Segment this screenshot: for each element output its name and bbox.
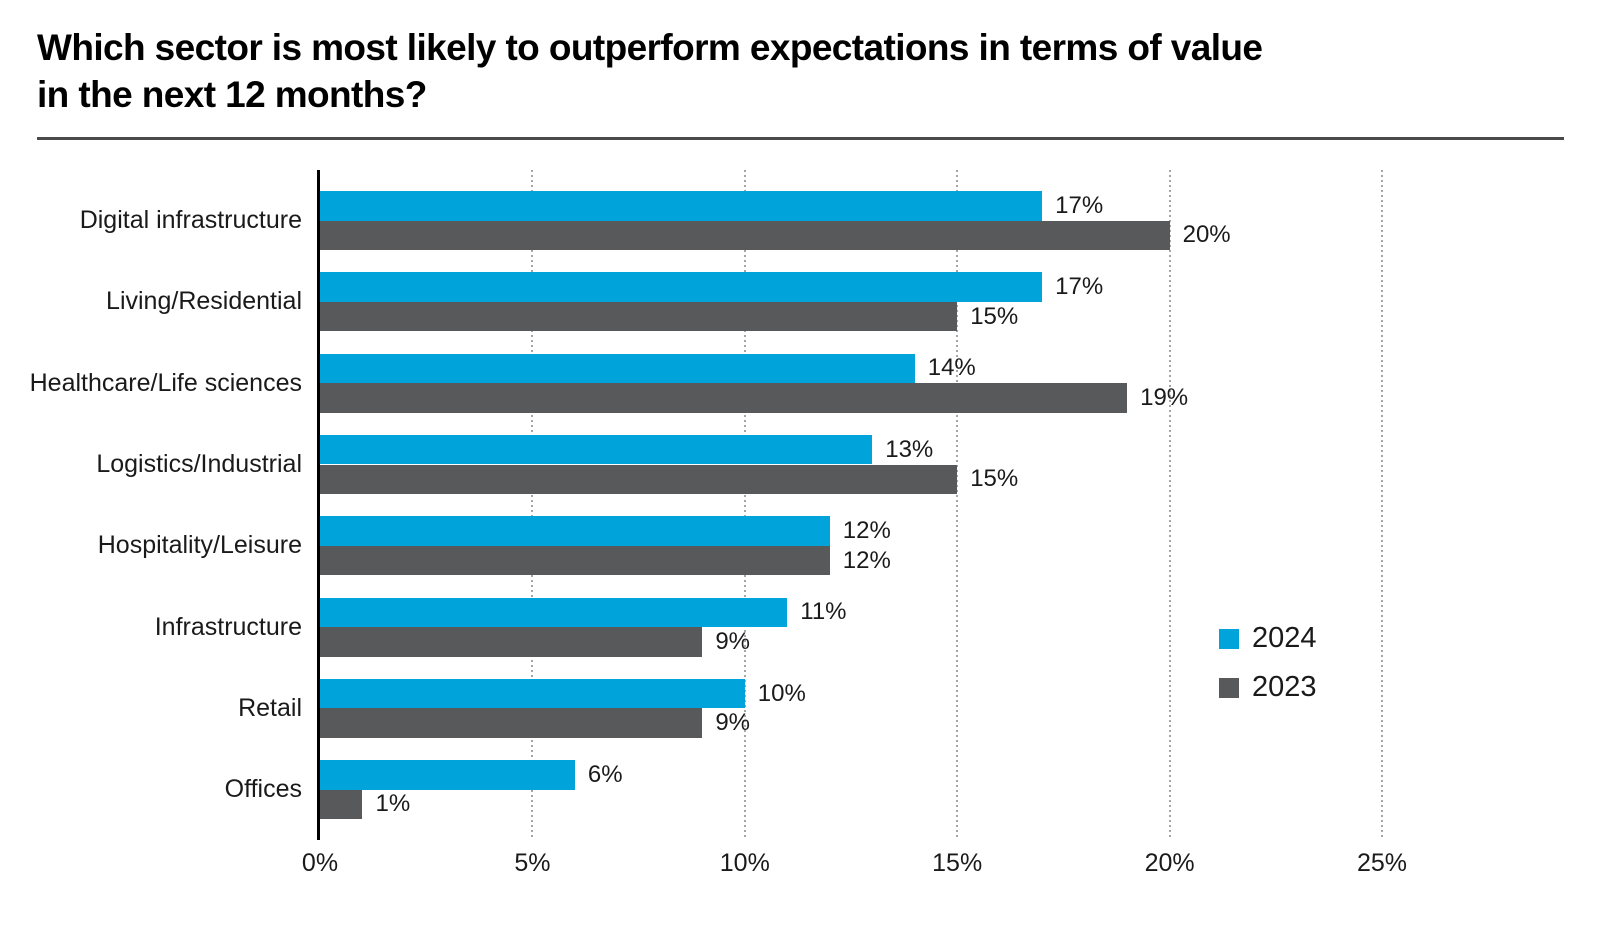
value-label: 12% <box>842 546 891 574</box>
bar-2024 <box>320 597 788 628</box>
chart-title-line-2: in the next 12 months? <box>37 74 427 115</box>
value-label: 1% <box>375 790 411 818</box>
chart-title: Which sector is most likely to outperfor… <box>37 24 1517 118</box>
bar-2023 <box>320 789 363 820</box>
category-label: Hospitality/Leisure <box>97 531 302 560</box>
bar-2023 <box>320 464 958 495</box>
legend-item-2024: 2024 <box>1219 624 1317 653</box>
category-label: Living/Residential <box>106 287 302 316</box>
value-label: 11% <box>800 598 847 626</box>
bar-2023 <box>320 301 958 332</box>
category-label: Infrastructure <box>154 612 302 641</box>
bar-2023 <box>320 383 1128 413</box>
bar-2024 <box>320 678 745 709</box>
chart-legend: 2024 2023 <box>1219 624 1317 722</box>
legend-swatch-2024 <box>1219 628 1239 649</box>
bar-2023 <box>320 627 703 657</box>
bar-2024 <box>320 760 575 790</box>
value-label: 15% <box>970 302 1019 330</box>
legend-swatch-2023 <box>1219 677 1239 698</box>
bar-2024 <box>320 191 1043 221</box>
bar-2023 <box>320 545 830 576</box>
value-label: 12% <box>842 516 891 544</box>
gridline <box>956 170 959 840</box>
chart-title-line-1: Which sector is most likely to outperfor… <box>37 27 1263 68</box>
bar-2024 <box>320 353 915 384</box>
value-label: 14% <box>927 354 976 382</box>
value-label: 19% <box>1140 383 1189 411</box>
legend-label-2023: 2023 <box>1252 671 1317 703</box>
value-label: 17% <box>1055 273 1104 301</box>
gridline <box>531 170 534 840</box>
legend-label-2024: 2024 <box>1252 622 1317 654</box>
x-tick-label: 0% <box>301 849 339 877</box>
category-label: Digital infrastructure <box>79 206 302 235</box>
value-label: 15% <box>970 465 1019 493</box>
bar-2023 <box>320 220 1170 251</box>
value-label: 6% <box>587 760 623 788</box>
legend-item-2023: 2023 <box>1219 673 1317 702</box>
bar-2023 <box>320 708 703 738</box>
x-tick-label: 10% <box>719 849 770 877</box>
value-label: 9% <box>715 709 750 737</box>
category-label: Logistics/Industrial <box>96 449 302 478</box>
x-tick-label: 15% <box>932 849 983 877</box>
x-tick-label: 20% <box>1144 849 1195 877</box>
bar-2024 <box>320 516 830 546</box>
gridline <box>743 170 746 840</box>
category-label: Offices <box>224 775 302 804</box>
category-label: Healthcare/Life sciences <box>29 368 302 397</box>
gridline <box>1381 170 1383 840</box>
x-tick-label: 5% <box>514 849 551 877</box>
bar-2024 <box>320 434 873 465</box>
title-divider <box>37 137 1564 140</box>
value-label: 9% <box>715 627 750 655</box>
value-label: 17% <box>1055 191 1104 219</box>
gridline <box>1168 170 1171 840</box>
x-tick-label: 25% <box>1356 849 1408 877</box>
value-label: 10% <box>757 679 806 707</box>
bar-2024 <box>320 272 1043 302</box>
value-label: 20% <box>1182 221 1231 249</box>
y-axis-line <box>317 170 320 840</box>
value-label: 13% <box>885 435 934 463</box>
category-label: Retail <box>238 693 302 722</box>
